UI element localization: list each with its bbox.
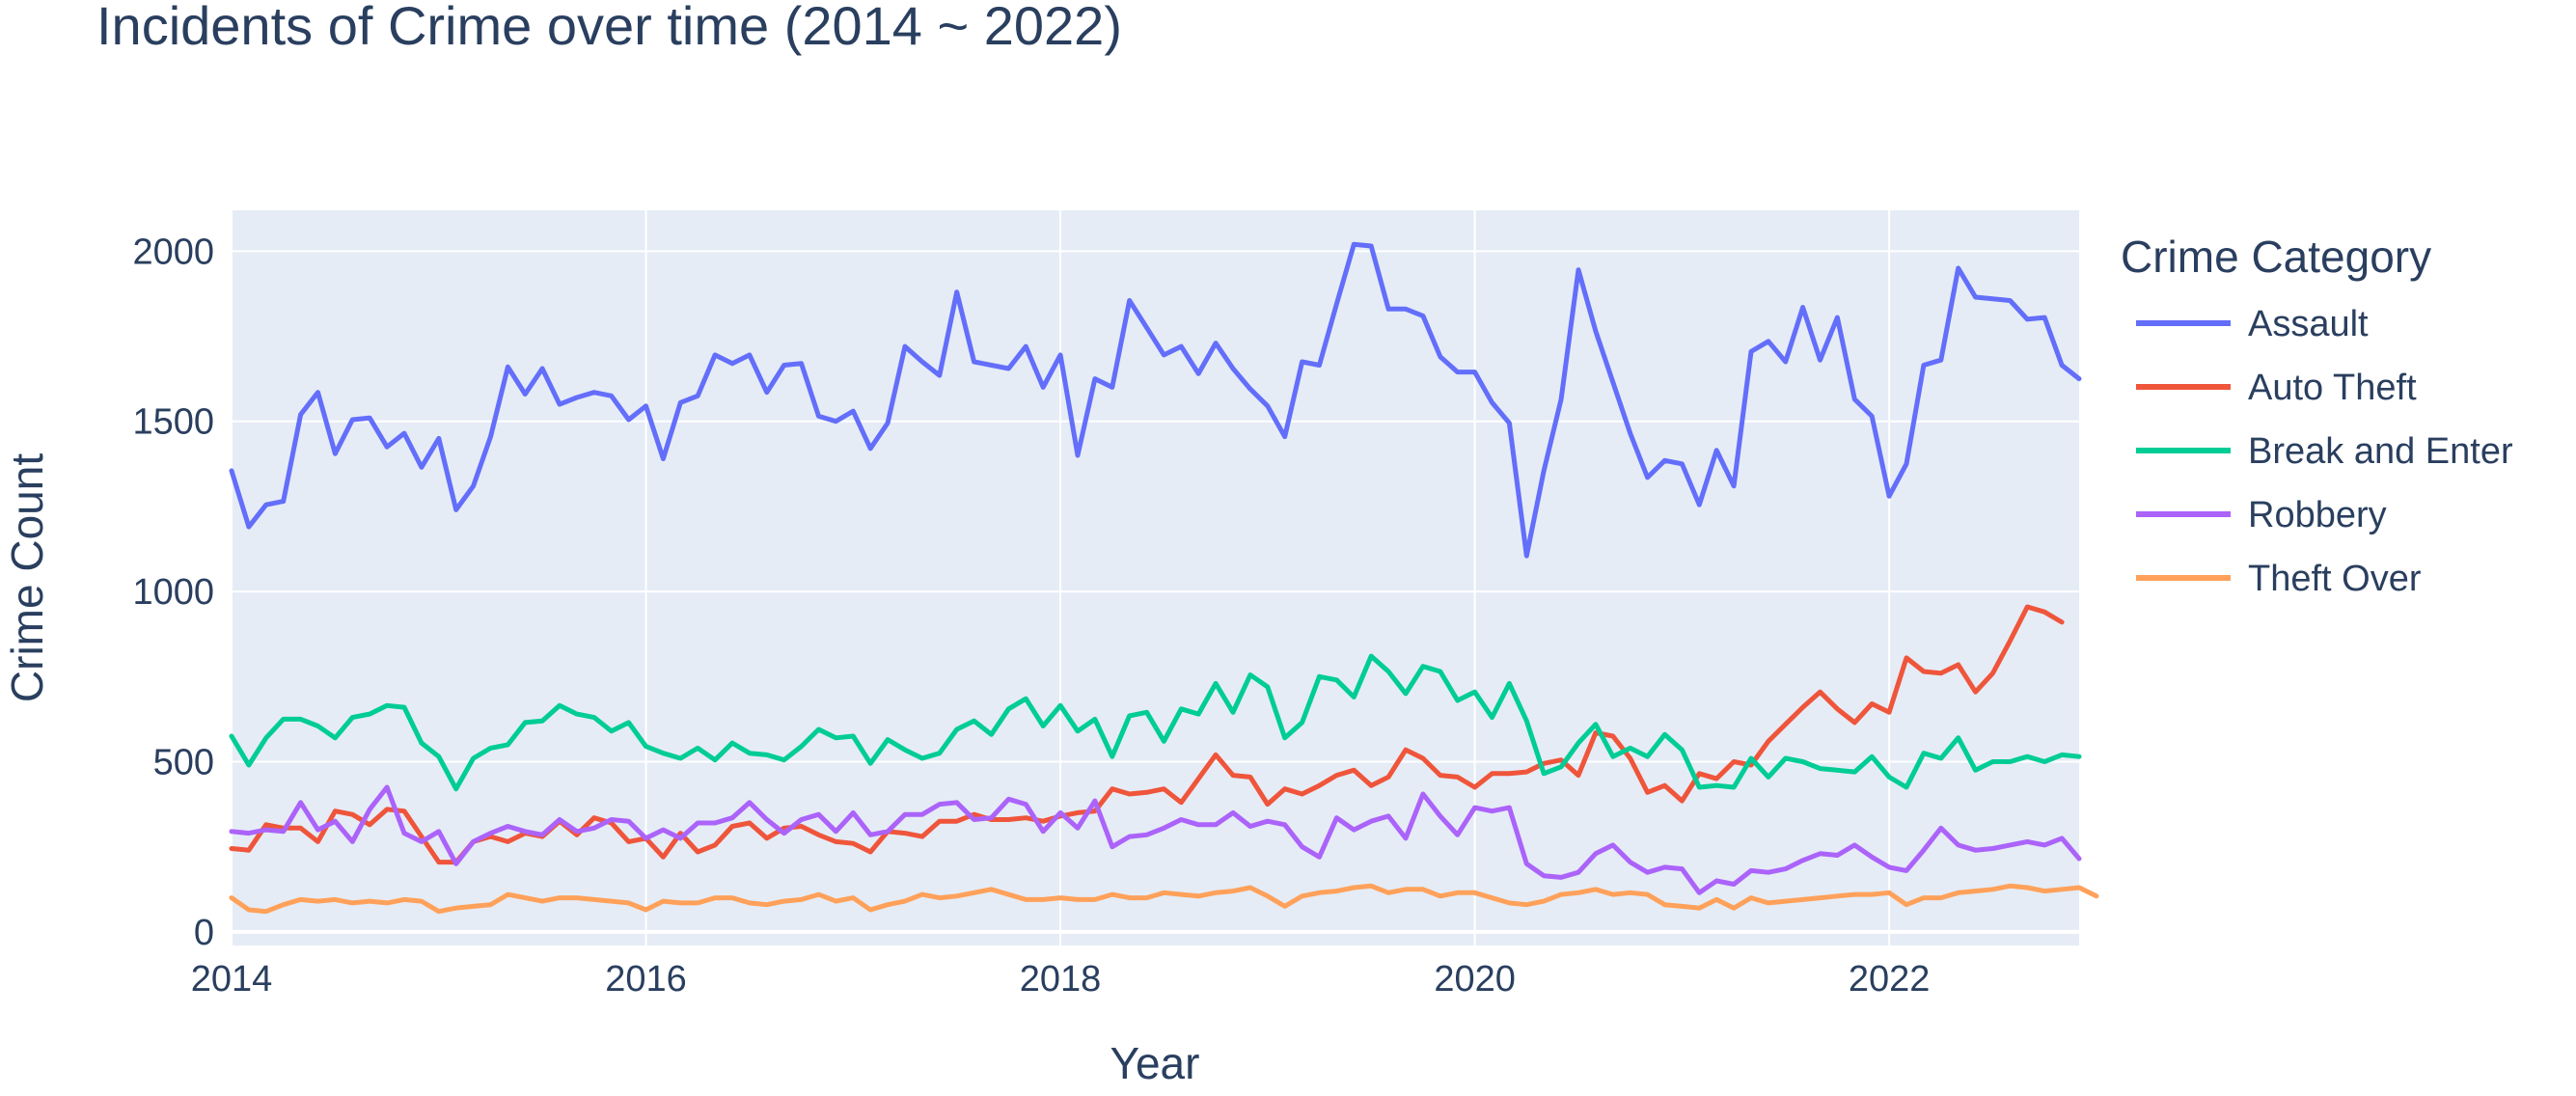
y-axis-title: Crime Count bbox=[2, 453, 52, 702]
plot-area bbox=[232, 210, 2079, 945]
x-tick-label: 2016 bbox=[605, 959, 687, 1000]
series-line-robbery bbox=[229, 784, 2082, 895]
y-tick-label: 0 bbox=[194, 913, 214, 953]
y-tick-label: 2000 bbox=[132, 232, 214, 272]
series-line-break-and-enter bbox=[229, 653, 2082, 792]
legend-label: Theft Over bbox=[2248, 559, 2422, 599]
y-tick-label: 1000 bbox=[132, 572, 214, 613]
x-tick-label: 2018 bbox=[1020, 959, 1102, 1000]
legend-label: Auto Theft bbox=[2248, 368, 2417, 408]
series-line-theft-over bbox=[229, 883, 2099, 915]
x-tick-label: 2022 bbox=[1849, 959, 1931, 1000]
x-tick-label: 2020 bbox=[1434, 959, 1516, 1000]
axis-ticks: 0 500 1000 1500 2000 2014 2016 2018 2020 2022 bbox=[132, 232, 1930, 1000]
legend: Crime Category Assault Auto Theft Break an… bbox=[2121, 232, 2513, 599]
legend-label: Assault bbox=[2248, 304, 2369, 344]
legend-label: Robbery bbox=[2248, 495, 2387, 535]
series-line-assault bbox=[229, 241, 2082, 559]
y-tick-label: 500 bbox=[153, 743, 214, 783]
y-tick-label: 1500 bbox=[132, 402, 214, 443]
series-lines bbox=[229, 241, 2099, 915]
legend-item[interactable]: Assault bbox=[2136, 304, 2369, 344]
chart-title: Incidents of Crime over time (2014 ~ 202… bbox=[96, 0, 1122, 56]
legend-item[interactable]: Robbery bbox=[2136, 495, 2387, 535]
gridlines bbox=[231, 210, 2079, 945]
x-tick-label: 2014 bbox=[191, 959, 273, 1000]
legend-label: Break and Enter bbox=[2248, 431, 2513, 472]
x-axis-title: Year bbox=[1110, 1038, 1200, 1088]
legend-title: Crime Category bbox=[2121, 232, 2431, 282]
legend-item[interactable]: Break and Enter bbox=[2136, 431, 2513, 472]
legend-item[interactable]: Auto Theft bbox=[2136, 368, 2417, 408]
legend-item[interactable]: Theft Over bbox=[2136, 559, 2422, 599]
